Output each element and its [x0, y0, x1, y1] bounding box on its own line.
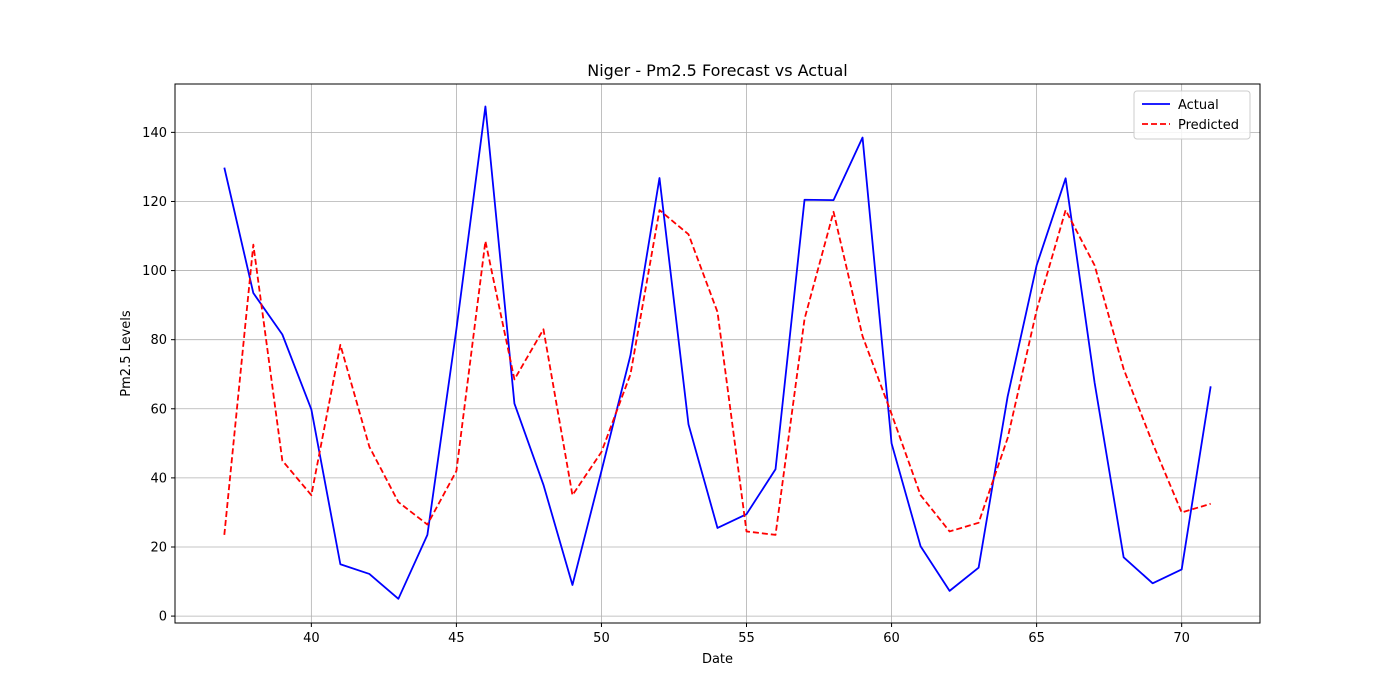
- x-tick-label: 50: [593, 631, 610, 646]
- y-tick-label: 40: [150, 471, 167, 486]
- y-tick-label: 120: [142, 195, 167, 210]
- x-tick-label: 65: [1028, 631, 1045, 646]
- y-tick-label: 80: [150, 333, 167, 348]
- x-axis-label: Date: [702, 652, 733, 667]
- legend-box: [1133, 90, 1251, 140]
- x-tick-label: 40: [303, 631, 320, 646]
- legend: Actual Predicted: [1133, 90, 1251, 140]
- y-tick-label: 0: [159, 610, 167, 625]
- series-line-actual: [223, 105, 1212, 600]
- chart-title: Niger - Pm2.5 Forecast vs Actual: [587, 61, 848, 80]
- grid: [175, 84, 1260, 623]
- y-tick-label: 100: [142, 264, 167, 279]
- y-tick-label: 140: [142, 126, 167, 141]
- x-tick-label: 55: [738, 631, 755, 646]
- series-line-predicted: [223, 209, 1211, 536]
- series-layer: [223, 105, 1212, 600]
- legend-label-actual: Actual: [1178, 98, 1219, 113]
- y-tick-label: 60: [150, 402, 167, 417]
- y-axis-label: Pm2.5 Levels: [119, 310, 134, 397]
- y-axis: 0 20 40 60 80 100 120 140: [142, 126, 175, 625]
- plot-frame: [174, 83, 1261, 624]
- y-tick-label: 20: [150, 540, 167, 555]
- x-tick-label: 60: [883, 631, 900, 646]
- legend-label-predicted: Predicted: [1178, 118, 1239, 133]
- x-axis: 40 45 50 55 60 65 70: [303, 623, 1190, 646]
- x-tick-label: 45: [448, 631, 465, 646]
- x-tick-label: 70: [1173, 631, 1190, 646]
